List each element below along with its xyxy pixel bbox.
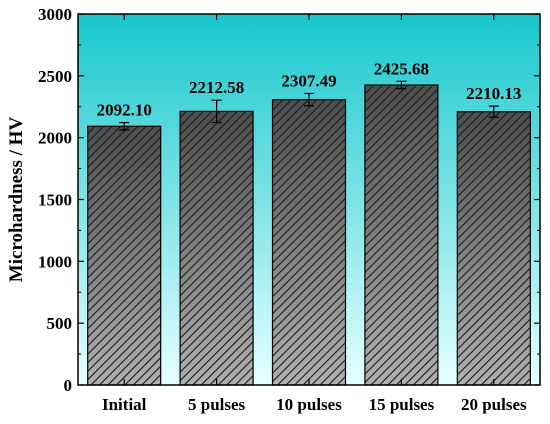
bar-hatch-2 — [179, 110, 254, 386]
y-tick-label-0: 0 — [64, 376, 73, 395]
y-tick-label-6: 3000 — [38, 5, 72, 24]
plot-frame — [77, 13, 541, 386]
bar-hatch-4 — [364, 84, 439, 386]
bar-hatch-3 — [271, 99, 347, 386]
y-tick-label-4: 2000 — [38, 129, 72, 148]
value-label-2: 2212.58 — [189, 78, 244, 97]
x-tick-label-5: 20 pulses — [461, 395, 527, 414]
y-tick-label-5: 2500 — [38, 67, 72, 86]
y-axis-title: Microhardness / HV — [6, 117, 27, 283]
x-tick-label-4: 15 pulses — [369, 395, 435, 414]
x-tick-label-1: Initial — [102, 395, 147, 414]
bar-hatch-1 — [87, 125, 162, 386]
value-label-1: 2092.10 — [97, 101, 152, 120]
value-label-3: 2307.49 — [281, 71, 336, 90]
x-tick-label-2: 5 pulses — [188, 395, 246, 414]
y-tick-label-2: 1000 — [38, 252, 72, 271]
value-label-4: 2425.68 — [374, 59, 429, 78]
y-tick-label-3: 1500 — [38, 191, 72, 210]
x-tick-label-3: 10 pulses — [276, 395, 342, 414]
bar-hatch-5 — [456, 111, 531, 386]
y-tick-label-1: 500 — [47, 314, 73, 333]
value-label-5: 2210.13 — [466, 84, 521, 103]
